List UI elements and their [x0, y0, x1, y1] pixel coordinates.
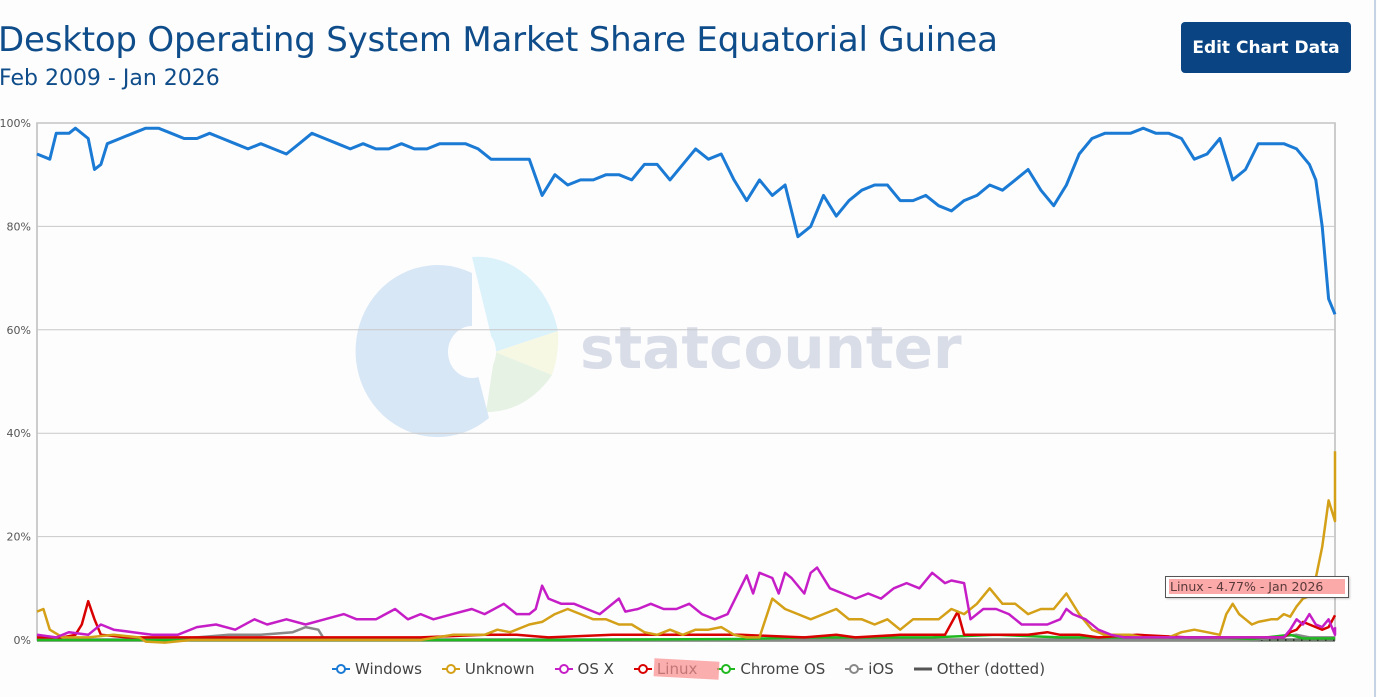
legend-label: iOS	[868, 660, 894, 678]
legend-item-os-x[interactable]: OS X	[554, 660, 614, 678]
watermark-text: statcounter	[580, 314, 962, 382]
y-tick-label: 100%	[0, 117, 31, 130]
legend-item-chrome-os[interactable]: Chrome OS	[717, 660, 825, 678]
line-chart: statcounter 0% 20% 40% 60% 80% 100%	[0, 117, 1337, 647]
legend-line-marker-icon	[913, 667, 932, 671]
series-line-os-x[interactable]	[36, 566, 1337, 639]
chart-series	[36, 126, 1337, 644]
legend-label: Chrome OS	[740, 660, 826, 678]
page-divider	[1374, 0, 1376, 697]
statcounter-watermark-logo	[355, 256, 559, 438]
legend-label: OS X	[577, 660, 614, 678]
y-tick-label: 60%	[7, 324, 31, 337]
legend-circle-marker-icon	[554, 664, 573, 674]
legend-label: Windows	[354, 660, 422, 678]
y-tick-label: 40%	[7, 427, 31, 440]
y-tick-label: 0%	[14, 634, 31, 647]
y-tick-label: 80%	[7, 220, 31, 233]
legend-circle-marker-icon	[717, 664, 736, 674]
legend-highlight-mark	[653, 658, 720, 680]
page-title: Desktop Operating System Market Share Eq…	[0, 20, 998, 60]
series-line-linux[interactable]	[37, 599, 1337, 639]
legend-circle-marker-icon	[633, 664, 652, 674]
legend-item-unknown[interactable]: Unknown	[441, 660, 535, 678]
series-line-windows[interactable]	[36, 126, 1337, 315]
legend-circle-marker-icon	[331, 664, 350, 674]
hover-tooltip: Linux - 4.77% - Jan 2026	[1165, 576, 1349, 598]
chart-grid: 0% 20% 40% 60% 80% 100%	[0, 117, 1336, 647]
date-range-subtitle: Feb 2009 - Jan 2026	[0, 66, 220, 91]
legend-label: Unknown	[464, 660, 535, 678]
tooltip-text: Linux - 4.77% - Jan 2026	[1169, 579, 1346, 594]
legend-label: Other (dotted)	[936, 660, 1046, 678]
legend-item-ios[interactable]: iOS	[845, 660, 894, 678]
legend-item-other-dotted[interactable]: Other (dotted)	[913, 660, 1046, 678]
legend-circle-marker-icon	[845, 664, 864, 674]
legend-circle-marker-icon	[441, 664, 460, 674]
series-line-unknown[interactable]	[36, 451, 1337, 644]
edit-chart-data-button[interactable]: Edit Chart Data	[1181, 22, 1351, 73]
legend-item-windows[interactable]: Windows	[331, 660, 422, 678]
y-tick-label: 20%	[7, 531, 31, 544]
